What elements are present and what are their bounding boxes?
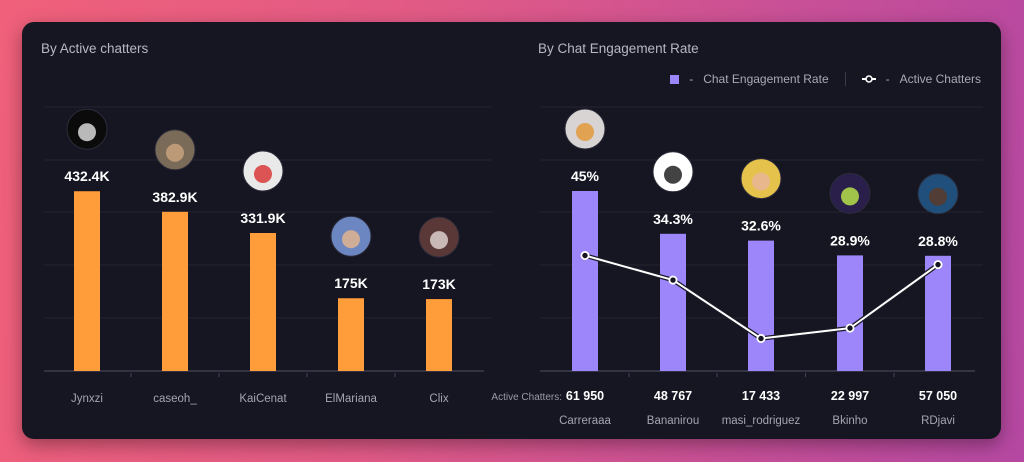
bar-active-chatters-elmariana[interactable]	[338, 298, 364, 371]
bar-value-label: 34.3%	[653, 211, 693, 227]
masi-rodriguez-avatar[interactable]	[740, 158, 782, 200]
active-chatters-value: 48 767	[654, 389, 692, 403]
avatar-face	[78, 123, 96, 142]
active-chatters-point-bananirou[interactable]	[668, 275, 678, 285]
avatar-face	[254, 165, 272, 184]
bar-value-label: 173K	[422, 276, 455, 292]
bar-engagement-bananirou[interactable]	[660, 233, 686, 371]
avatar-ring	[652, 151, 694, 193]
x-category-label[interactable]: Bkinho	[832, 415, 867, 427]
x-category-label[interactable]: KaiCenat	[239, 393, 287, 405]
active-chatters-row-title: Active Chatters:	[491, 392, 562, 403]
avatar-ring	[330, 215, 372, 257]
bar-active-chatters-clix[interactable]	[426, 299, 452, 371]
kaicenat-avatar[interactable]	[242, 150, 284, 192]
x-category-label[interactable]: Clix	[429, 393, 448, 405]
x-category-label[interactable]: Carreraaa	[559, 415, 611, 427]
bar-value-label: 28.8%	[918, 233, 958, 249]
active-chatters-title: By Active chatters	[41, 41, 149, 56]
bar-value-label: 432.4K	[64, 168, 109, 184]
active-chatters-value: 57 050	[919, 389, 957, 403]
bar-active-chatters-jynxzi[interactable]	[74, 191, 100, 371]
legend-bar-swatch-icon	[670, 74, 680, 84]
bananirou-avatar[interactable]	[652, 151, 694, 193]
bar-value-label: 175K	[334, 275, 367, 291]
avatar-face	[576, 123, 594, 141]
active-chatters-point-masirodriguez[interactable]	[756, 333, 766, 343]
avatar-ring	[242, 150, 284, 192]
avatar-ring	[66, 108, 108, 150]
engagement-rate-title: By Chat Engagement Rate	[538, 41, 699, 56]
avatar-face	[166, 143, 184, 162]
x-category-label[interactable]: masi_rodriguez	[722, 415, 801, 427]
avatar-ring	[154, 129, 196, 171]
charts-svg: 432.4K Jynxzi 382.9K caseoh_ 331.9K KaiCenat 1…	[44, 106, 983, 427]
bar-engagement-carreraaa[interactable]	[572, 191, 598, 371]
avatar-ring	[829, 172, 871, 214]
bar-engagement-bkinho[interactable]	[837, 255, 863, 371]
legend-label-active-chatters[interactable]: Active Chatters	[899, 72, 981, 86]
avatar-face	[752, 172, 770, 191]
active-chatters-point-rdjavi[interactable]	[933, 260, 943, 270]
active-chatters-point-bkinho[interactable]	[845, 323, 855, 333]
bar-value-label: 45%	[571, 168, 600, 184]
avatar-ring	[740, 158, 782, 200]
bar-engagement-rdjavi[interactable]	[925, 255, 951, 371]
avatar-ring	[564, 108, 606, 150]
bar-engagement-masirodriguez[interactable]	[748, 240, 774, 371]
caseoh-avatar[interactable]	[154, 129, 196, 171]
engagement-legend: - Chat Engagement Rate - Active Chatters	[670, 72, 981, 86]
active-chatters-value: 22 997	[831, 389, 869, 403]
legend-dash: -	[689, 72, 694, 86]
avatar-face	[841, 187, 859, 206]
avatar-ring	[418, 216, 460, 258]
bar-value-label: 331.9K	[240, 210, 285, 226]
jynxzi-avatar[interactable]	[66, 108, 108, 150]
legend-dash: -	[885, 72, 890, 86]
rdjavi-avatar[interactable]	[917, 173, 959, 215]
bar-value-label: 32.6%	[741, 218, 781, 234]
clix-avatar[interactable]	[418, 216, 460, 258]
x-category-label[interactable]: caseoh_	[153, 393, 197, 405]
avatar-face	[430, 231, 448, 250]
x-category-label[interactable]: RDjavi	[921, 415, 955, 427]
active-chatters-point-carreraaa[interactable]	[580, 250, 590, 260]
bar-value-label: 382.9K	[152, 189, 197, 205]
avatar-face	[342, 230, 360, 249]
x-category-label[interactable]: Bananirou	[647, 415, 699, 427]
avatar-face	[664, 165, 682, 184]
active-chatters-value: 61 950	[566, 389, 604, 403]
active-chatters-value: 17 433	[742, 389, 780, 403]
x-category-label[interactable]: ElMariana	[325, 393, 377, 405]
avatar-face	[929, 187, 947, 206]
bar-active-chatters-caseoh[interactable]	[162, 211, 188, 371]
legend-label-engagement[interactable]: Chat Engagement Rate	[703, 72, 829, 86]
legend-separator	[844, 72, 846, 86]
elmariana-avatar[interactable]	[330, 215, 372, 257]
bar-value-label: 28.9%	[830, 232, 870, 248]
carreraaa-avatar[interactable]	[564, 108, 606, 150]
bar-active-chatters-kaicenat[interactable]	[250, 233, 276, 371]
x-category-label[interactable]: Jynxzi	[71, 393, 103, 405]
bkinho-avatar[interactable]	[829, 172, 871, 214]
dashboard-card: By Active chatters By Chat Engagement Ra…	[22, 22, 1001, 439]
legend-line-marker-icon	[861, 75, 876, 83]
avatar-ring	[917, 173, 959, 215]
